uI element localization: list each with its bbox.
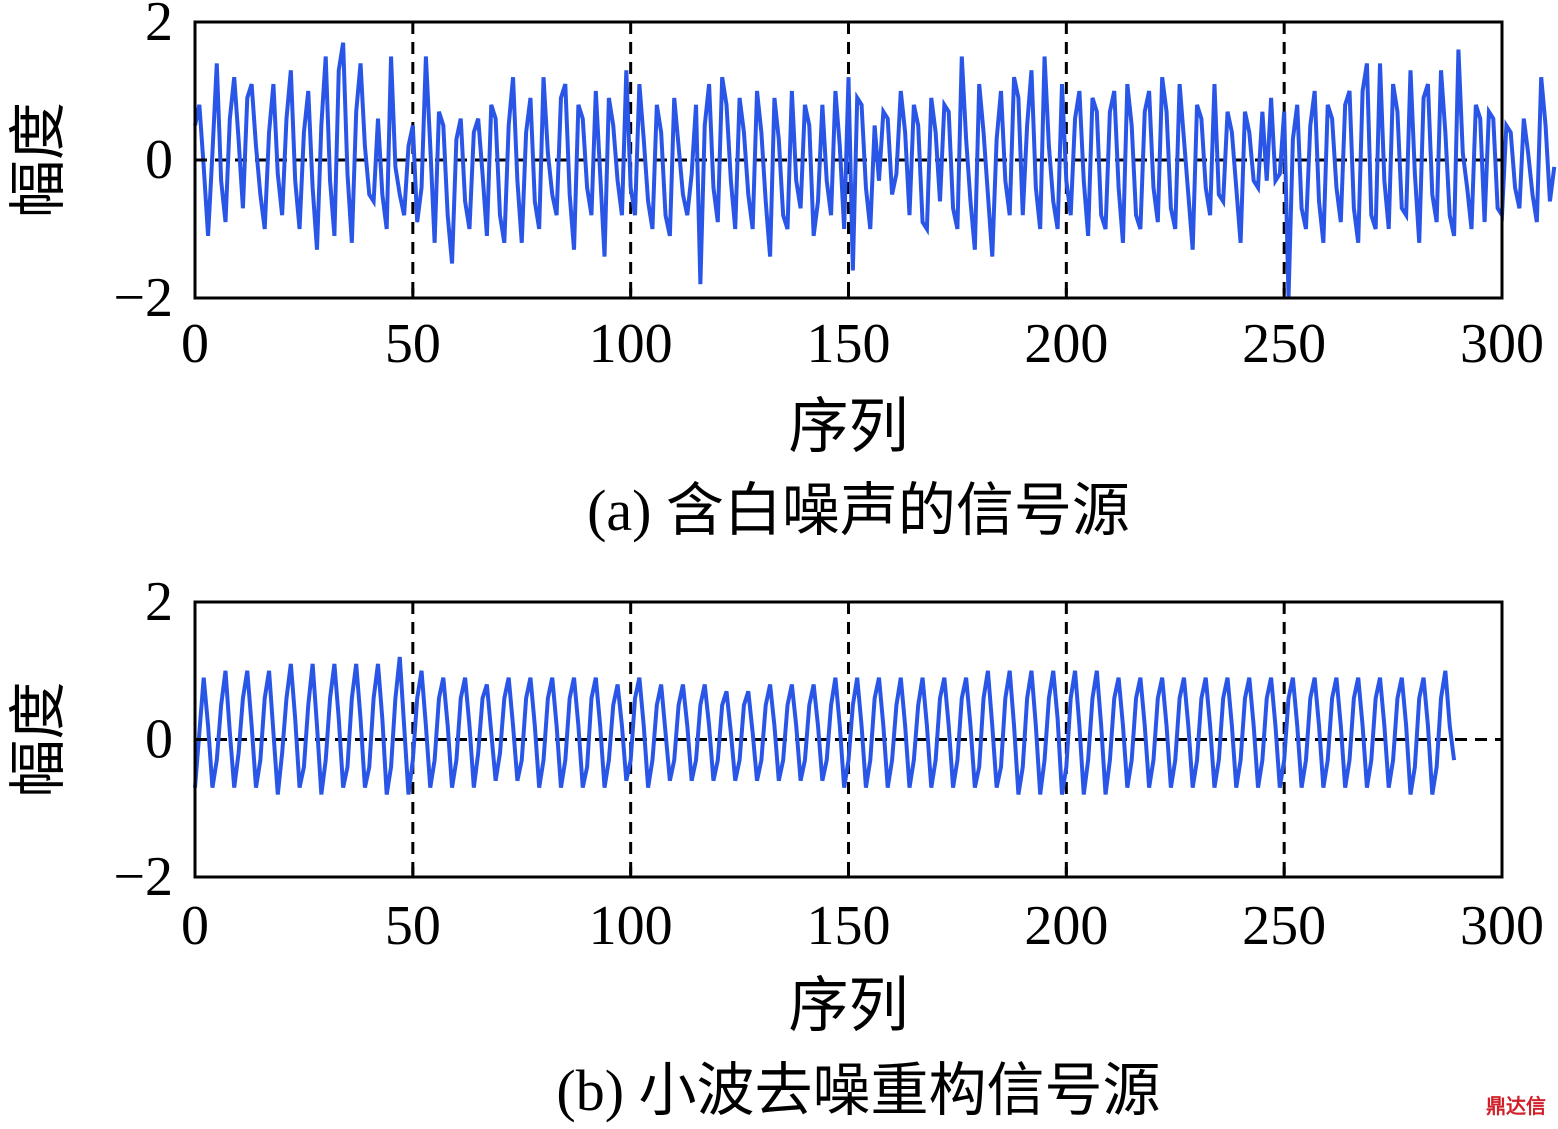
x-tick-label: 200	[1024, 895, 1108, 957]
y-tick-label: −2	[113, 846, 173, 908]
series-line	[193, 42, 1557, 299]
watermark-logo: 鼎达信	[1486, 1094, 1546, 1118]
x-tick-label: 100	[589, 895, 673, 957]
y-tick-label: −2	[113, 267, 173, 329]
panel-caption: (b) 小波去噪重构信号源	[556, 1058, 1160, 1123]
x-tick-label: 250	[1242, 313, 1326, 375]
y-tick-label: 0	[145, 709, 173, 771]
y-axis-label: 幅度	[6, 102, 71, 218]
x-tick-label: 50	[385, 895, 441, 957]
series-line	[193, 656, 1457, 795]
x-tick-label: 300	[1460, 313, 1544, 375]
x-tick-label: 250	[1242, 895, 1326, 957]
x-tick-label: 0	[181, 895, 209, 957]
x-tick-label: 200	[1024, 313, 1108, 375]
x-tick-label: 150	[807, 895, 891, 957]
x-tick-label: 150	[807, 313, 891, 375]
y-axis-label: 幅度	[6, 681, 71, 797]
x-axis-label: 序列	[789, 394, 909, 460]
x-tick-label: 0	[181, 313, 209, 375]
x-axis-label: 序列	[789, 973, 909, 1039]
y-tick-label: 2	[145, 0, 173, 53]
y-tick-label: 0	[145, 129, 173, 191]
x-tick-label: 100	[589, 313, 673, 375]
x-tick-label: 300	[1460, 895, 1544, 957]
y-tick-label: 2	[145, 571, 173, 633]
panel-caption: (a) 含白噪声的信号源	[587, 478, 1130, 543]
x-tick-label: 50	[385, 313, 441, 375]
